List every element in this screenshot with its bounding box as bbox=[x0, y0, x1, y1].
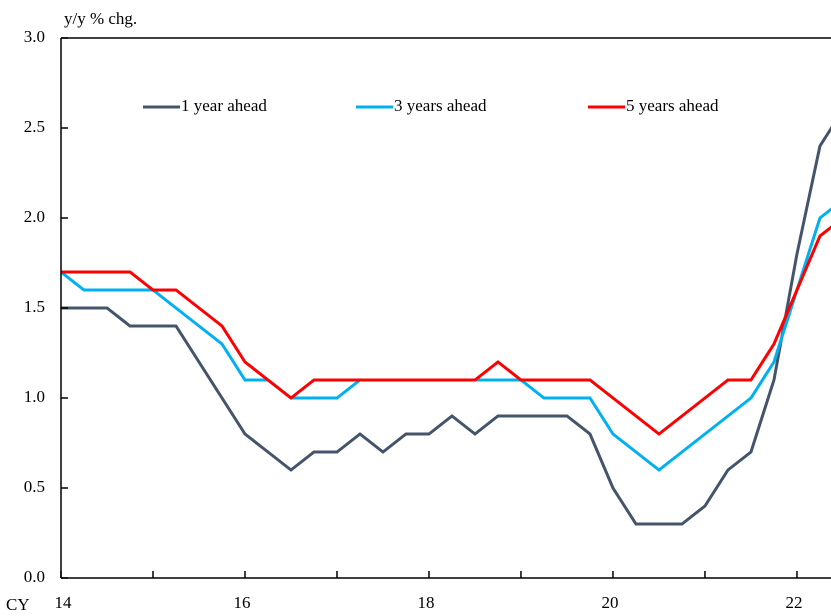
y-tick-label: 1.5 bbox=[24, 297, 45, 316]
x-tick-label: 16 bbox=[233, 593, 250, 612]
legend-label: 3 years ahead bbox=[394, 96, 487, 115]
legend-label: 5 years ahead bbox=[626, 96, 719, 115]
x-tick-label: 18 bbox=[417, 593, 434, 612]
series-line bbox=[61, 207, 831, 472]
plot-area bbox=[61, 125, 831, 526]
x-prefix-label: CY bbox=[6, 595, 30, 614]
x-tick-label: 20 bbox=[601, 593, 618, 612]
series-line bbox=[61, 125, 831, 526]
y-tick-label: 3.0 bbox=[24, 27, 45, 46]
y-unit-label: y/y % chg. bbox=[64, 9, 137, 28]
legend-label: 1 year ahead bbox=[181, 96, 267, 115]
series-line bbox=[61, 225, 831, 436]
y-tick-label: 0.5 bbox=[24, 477, 45, 496]
y-tick-label: 2.0 bbox=[24, 207, 45, 226]
y-tick-label: 0.0 bbox=[24, 567, 45, 586]
x-tick-label: 14 bbox=[55, 593, 73, 612]
x-tick-label: 22 bbox=[785, 593, 802, 612]
y-tick-label: 1.0 bbox=[24, 387, 45, 406]
y-tick-label: 2.5 bbox=[24, 117, 45, 136]
